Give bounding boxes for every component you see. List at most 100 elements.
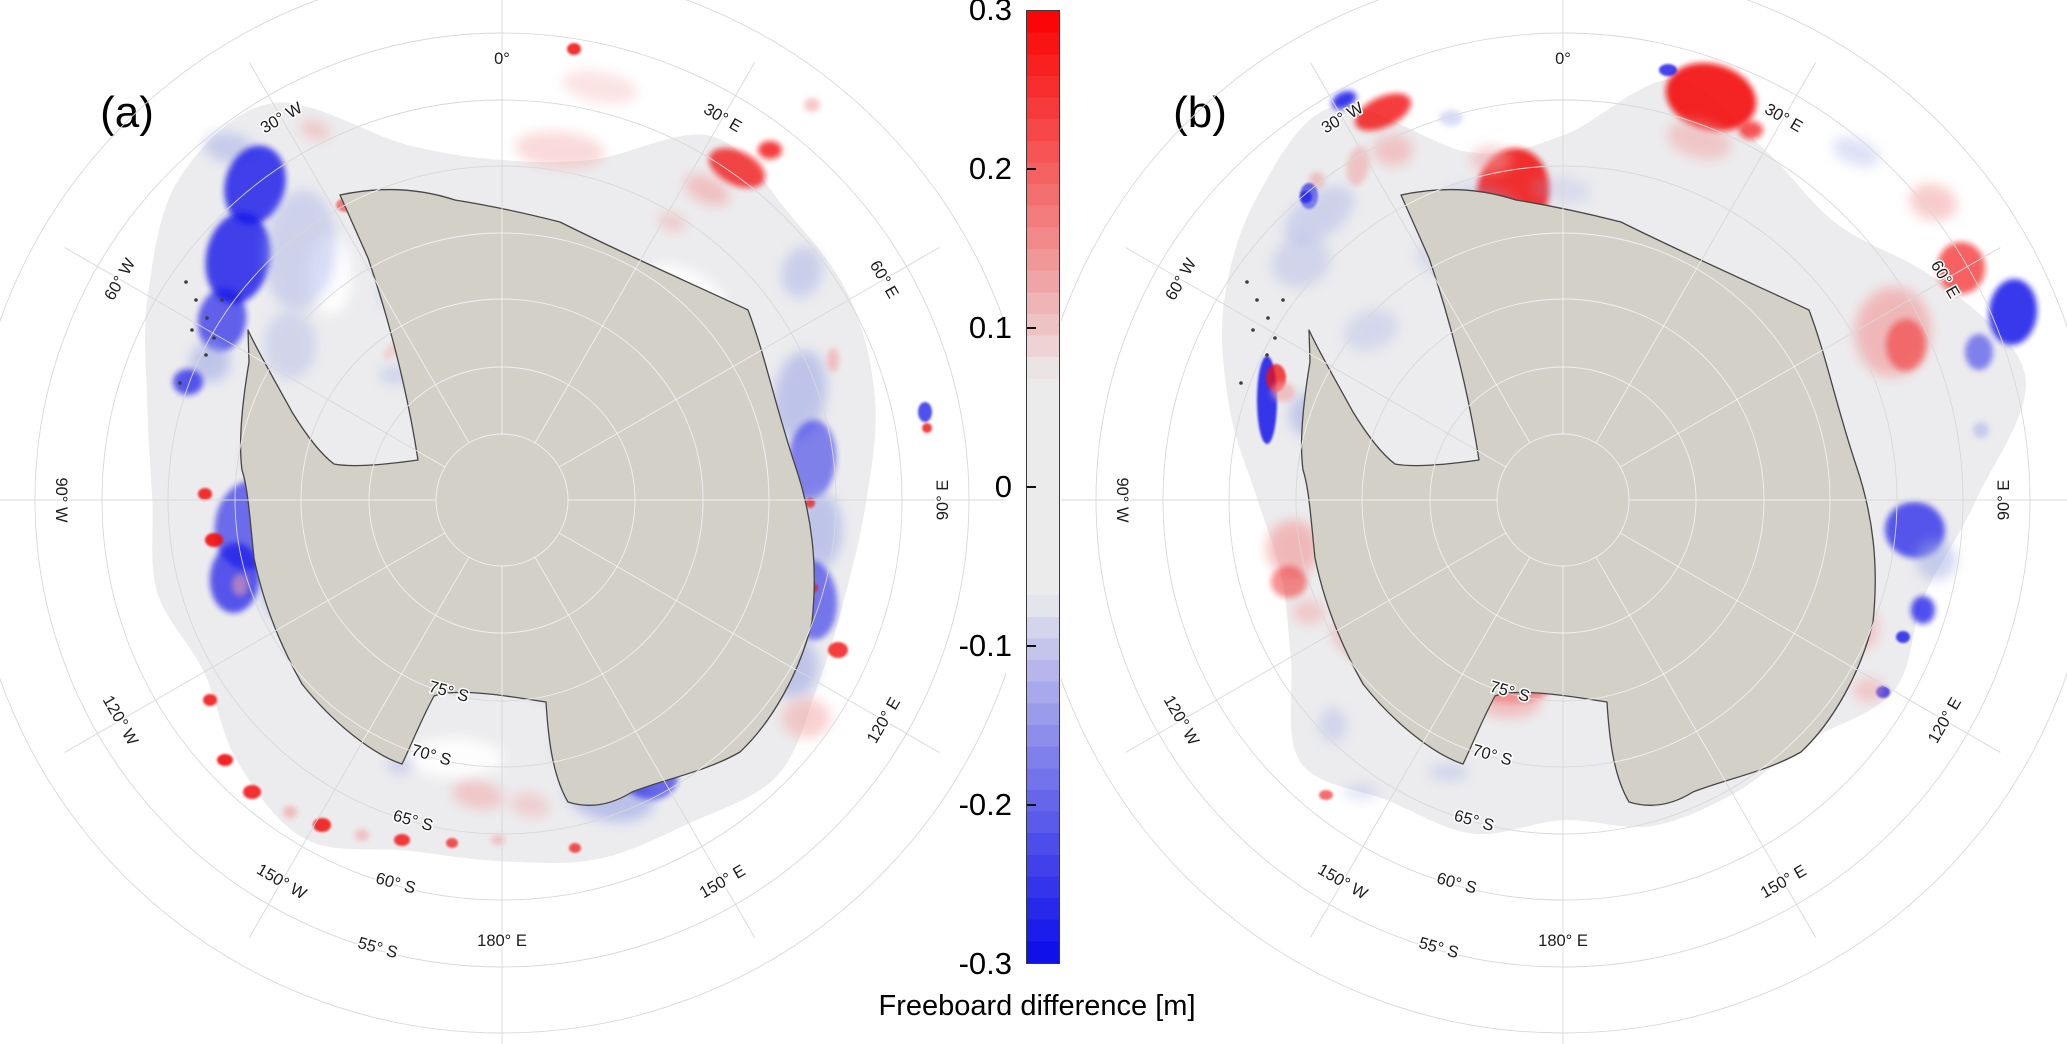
anomaly-blob bbox=[300, 120, 330, 140]
anomaly-blob bbox=[394, 834, 410, 846]
anomaly-blob bbox=[1911, 596, 1935, 624]
antarctica-landmass bbox=[1300, 188, 1876, 806]
anomaly-blob bbox=[708, 148, 766, 188]
longitude-label: 150° E bbox=[696, 862, 748, 902]
anomaly-blob bbox=[1886, 319, 1926, 371]
anomaly-blob bbox=[491, 835, 505, 845]
colorbar-tick-label: 0 bbox=[994, 469, 1012, 504]
peninsula-islands bbox=[178, 280, 224, 385]
latitude-label: 60° S bbox=[1435, 869, 1479, 897]
colorbar-tick-label: -0.2 bbox=[958, 787, 1012, 822]
anomaly-blob bbox=[1271, 382, 1295, 402]
anomaly-blob bbox=[173, 369, 203, 395]
longitude-label: 90° W bbox=[1113, 477, 1131, 523]
longitude-label: 30° E bbox=[1761, 100, 1805, 136]
anomaly-blob bbox=[1916, 540, 1956, 580]
colorbar-tick-label: 0.2 bbox=[968, 151, 1012, 186]
anomaly-blob bbox=[922, 423, 932, 433]
panel-label-b: (b) bbox=[1173, 88, 1227, 137]
anomaly-blob bbox=[1665, 62, 1757, 132]
meridian-line bbox=[1619, 247, 1876, 468]
anomaly-blob bbox=[203, 694, 217, 706]
anomaly-blob bbox=[773, 350, 827, 440]
meridian-line bbox=[1595, 556, 1816, 806]
longitude-label: 90° E bbox=[934, 480, 952, 521]
anomaly-blob bbox=[1293, 600, 1325, 624]
anomaly-blob bbox=[1429, 763, 1469, 781]
colorbar-tick-label: 0.1 bbox=[968, 310, 1012, 345]
longitude-label: 180° E bbox=[1538, 932, 1588, 950]
anomaly-blob bbox=[1439, 110, 1463, 126]
anomaly-blob bbox=[264, 311, 316, 379]
latitude-label: 60° S bbox=[374, 869, 418, 897]
anomaly-blob bbox=[205, 212, 271, 304]
anomaly-blob bbox=[1471, 146, 1511, 174]
anomaly-blob bbox=[758, 141, 782, 159]
anomaly-blob bbox=[446, 838, 458, 848]
anomaly-blob bbox=[782, 698, 830, 738]
colorbar-title: Freeboard difference [m] bbox=[878, 990, 1196, 1022]
longitude-label: 150° W bbox=[253, 861, 309, 904]
panel-label-a: (a) bbox=[100, 88, 154, 137]
anomaly-blob bbox=[781, 246, 823, 298]
anomaly-blob bbox=[1343, 784, 1379, 800]
anomaly-blob bbox=[217, 754, 233, 766]
anomaly-blob bbox=[1988, 279, 2038, 345]
anomaly-blob bbox=[1343, 308, 1399, 352]
anomaly-blob bbox=[1973, 422, 1989, 438]
colorbar-tick-mark bbox=[1027, 804, 1036, 806]
anomaly-blob bbox=[827, 348, 839, 372]
anomaly-blob bbox=[232, 574, 248, 596]
longitude-label: 0° bbox=[1555, 50, 1571, 68]
longitude-label: 0° bbox=[494, 50, 510, 68]
anomaly-blob bbox=[562, 70, 638, 104]
anomaly-blob bbox=[510, 792, 550, 818]
anomaly-blob bbox=[1309, 172, 1325, 188]
antarctica-landmass bbox=[239, 188, 815, 806]
anomaly-blob bbox=[1531, 175, 1591, 205]
anomaly-blob bbox=[1331, 90, 1357, 110]
anomaly-blob bbox=[569, 843, 581, 853]
anomaly-blob bbox=[1271, 566, 1307, 598]
anomaly-blob bbox=[804, 98, 820, 112]
anomaly-blob bbox=[1319, 707, 1347, 743]
anomaly-blob bbox=[1659, 64, 1677, 76]
anomaly-blob bbox=[567, 43, 581, 55]
longitude-label: 180° E bbox=[477, 932, 527, 950]
longitude-label: 150° W bbox=[1314, 861, 1370, 904]
meridian-line bbox=[534, 556, 755, 806]
anomaly-blob bbox=[1300, 191, 1312, 203]
longitude-label: 60° W bbox=[1162, 255, 1200, 303]
longitude-label: 120° E bbox=[864, 694, 904, 746]
anomaly-blob bbox=[1319, 790, 1333, 800]
colorbar-tick-label: -0.1 bbox=[958, 628, 1012, 663]
colorbar-tick-mark bbox=[1027, 486, 1036, 488]
anomaly-blob bbox=[805, 498, 815, 508]
anomaly-blob bbox=[197, 288, 247, 352]
anomaly-blob bbox=[283, 806, 297, 818]
anomaly-blob bbox=[1739, 121, 1763, 139]
anomaly-blob bbox=[515, 131, 605, 169]
longitude-label: 90° W bbox=[52, 477, 70, 523]
anomaly-blob bbox=[1832, 137, 1880, 167]
peninsula-islands bbox=[1239, 280, 1285, 385]
anomaly-blob bbox=[1909, 183, 1957, 221]
anomaly-blob bbox=[198, 488, 212, 500]
colorbar-tick-label: 0.3 bbox=[968, 0, 1012, 27]
anomaly-blob bbox=[918, 402, 932, 422]
anomaly-blob bbox=[1937, 242, 1985, 294]
anomaly-blob bbox=[205, 533, 223, 547]
longitude-label: 120° W bbox=[1160, 692, 1203, 748]
anomaly-blob bbox=[452, 780, 504, 810]
anomaly-blob bbox=[1896, 631, 1910, 643]
meridian-line bbox=[558, 247, 815, 468]
longitude-label: 150° E bbox=[1757, 862, 1809, 902]
longitude-label: 60° E bbox=[866, 257, 902, 301]
anomaly-blob bbox=[313, 818, 331, 832]
anomaly-blob bbox=[1283, 185, 1355, 245]
longitude-label: 90° E bbox=[1995, 480, 2013, 521]
longitude-label: 30° E bbox=[700, 100, 744, 136]
longitude-label: 120° E bbox=[1925, 694, 1965, 746]
